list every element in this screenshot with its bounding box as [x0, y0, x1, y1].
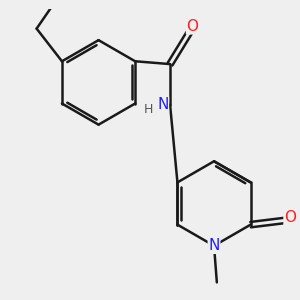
Text: O: O [284, 210, 296, 225]
Text: H: H [144, 103, 153, 116]
Text: N: N [208, 238, 220, 253]
Text: O: O [187, 19, 199, 34]
Text: N: N [157, 97, 168, 112]
